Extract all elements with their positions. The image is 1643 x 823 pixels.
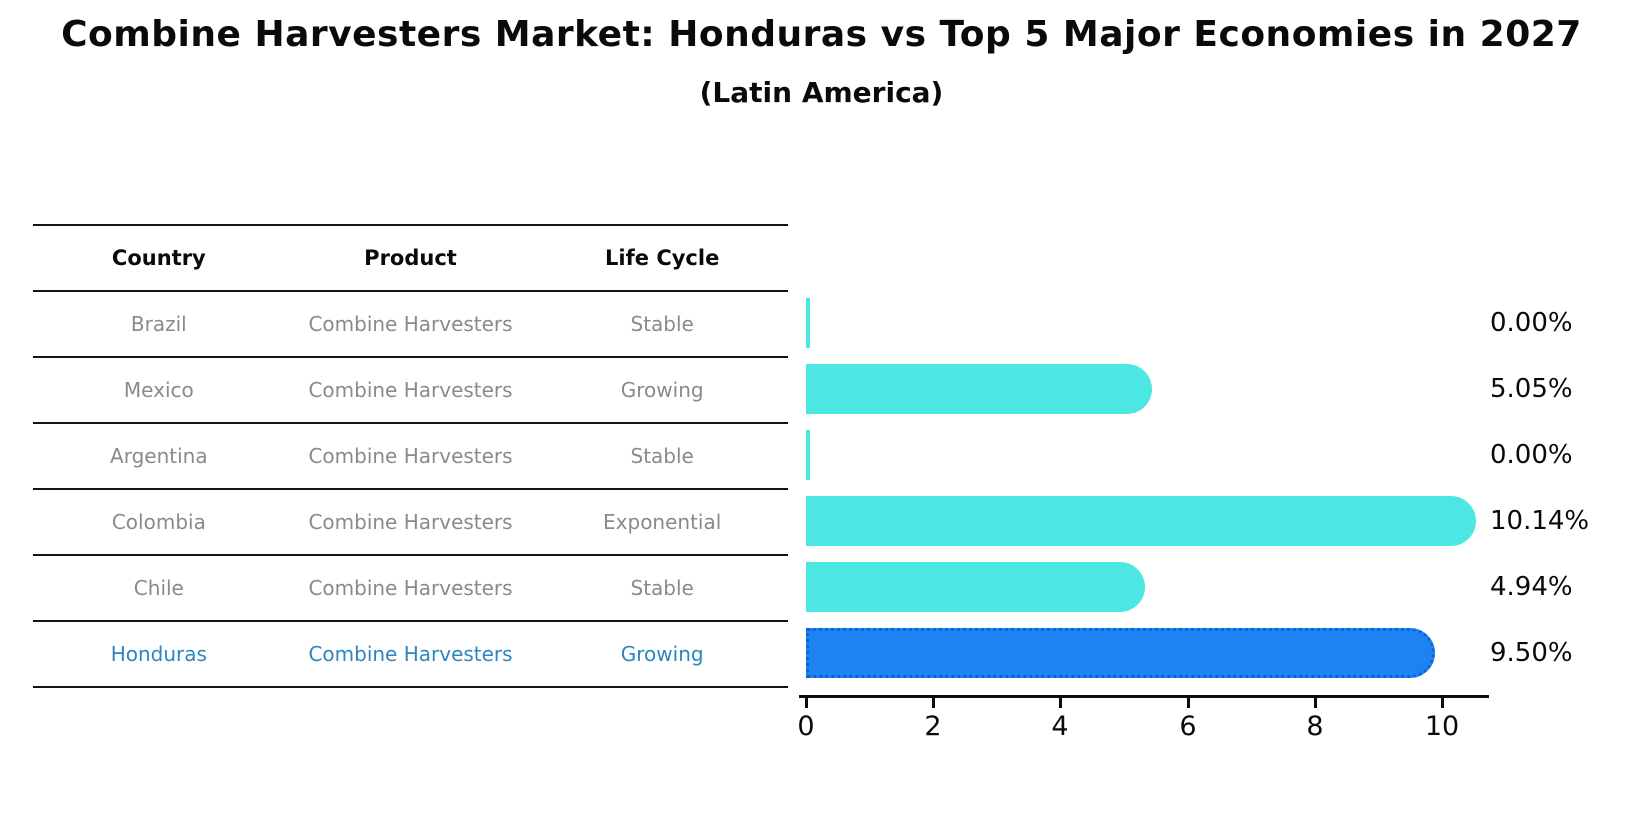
- x-tick-label: 6: [1179, 711, 1197, 742]
- cell-lifecycle: Exponential: [603, 510, 722, 534]
- bar-brazil: [806, 298, 810, 348]
- cell-product: Combine Harvesters: [308, 312, 513, 336]
- x-tick-label: 8: [1306, 711, 1324, 742]
- cell-country: Honduras: [110, 642, 207, 666]
- column-header-product: Product: [364, 246, 457, 270]
- cell-lifecycle: Growing: [620, 378, 704, 402]
- cell-product: Combine Harvesters: [308, 576, 513, 600]
- x-tick-label: 0: [797, 711, 815, 742]
- info-table: Country Product Life Cycle Brazil Combin…: [33, 224, 788, 688]
- cell-product: Combine Harvesters: [308, 510, 513, 534]
- chart-title: Combine Harvesters Market: Honduras vs T…: [61, 14, 1582, 55]
- cell-product: Combine Harvesters: [308, 642, 513, 666]
- x-axis: 0 2 4 6 8 10: [797, 695, 1643, 750]
- value-label-brazil: 0.00%: [1490, 308, 1573, 338]
- value-label-colombia: 10.14%: [1490, 506, 1590, 536]
- value-label-argentina: 0.00%: [1490, 440, 1573, 470]
- cell-product: Combine Harvesters: [308, 444, 513, 468]
- value-label-chile: 4.94%: [1490, 572, 1573, 602]
- bar-honduras: [806, 628, 1435, 678]
- bar-row-colombia: 10.14%: [806, 488, 1643, 554]
- cell-lifecycle: Stable: [630, 312, 694, 336]
- table-row-mexico: Mexico Combine Harvesters Growing: [33, 358, 788, 424]
- x-tick-label: 10: [1424, 711, 1460, 742]
- table-row-brazil: Brazil Combine Harvesters Stable: [33, 292, 788, 358]
- bar-colombia: [806, 496, 1476, 546]
- table-row-colombia: Colombia Combine Harvesters Exponential: [33, 490, 788, 556]
- x-axis-line: [799, 695, 1489, 698]
- chart-subtitle: (Latin America): [699, 76, 944, 109]
- column-header-lifecycle: Life Cycle: [605, 246, 720, 270]
- bar-mexico: [806, 364, 1152, 414]
- bars-panel: 0.00% 5.05% 0.00% 10.14% 4.94% 9.50%: [806, 290, 1643, 686]
- cell-product: Combine Harvesters: [308, 378, 513, 402]
- tick-mark: [1441, 698, 1444, 708]
- cell-country: Colombia: [111, 510, 206, 534]
- bar-row-honduras: 9.50%: [806, 620, 1643, 686]
- cell-lifecycle: Stable: [630, 444, 694, 468]
- bar-argentina: [806, 430, 810, 480]
- x-tick-label: 4: [1051, 711, 1069, 742]
- bar-row-brazil: 0.00%: [806, 290, 1643, 356]
- value-label-honduras: 9.50%: [1490, 638, 1573, 668]
- cell-lifecycle: Growing: [620, 642, 704, 666]
- value-label-mexico: 5.05%: [1490, 374, 1573, 404]
- column-header-country: Country: [111, 246, 206, 270]
- tick-mark: [1059, 698, 1062, 708]
- table-row-honduras: Honduras Combine Harvesters Growing: [33, 622, 788, 688]
- tick-mark: [1187, 698, 1190, 708]
- table-row-chile: Chile Combine Harvesters Stable: [33, 556, 788, 622]
- table-row-argentina: Argentina Combine Harvesters Stable: [33, 424, 788, 490]
- cell-lifecycle: Stable: [630, 576, 694, 600]
- cell-country: Argentina: [110, 444, 208, 468]
- x-tick-label: 2: [924, 711, 942, 742]
- bar-row-mexico: 5.05%: [806, 356, 1643, 422]
- tick-mark: [932, 698, 935, 708]
- tick-mark: [1314, 698, 1317, 708]
- bar-chile: [806, 562, 1145, 612]
- cell-country: Chile: [133, 576, 184, 600]
- cell-country: Brazil: [130, 312, 187, 336]
- table-header-row: Country Product Life Cycle: [33, 226, 788, 292]
- bar-row-chile: 4.94%: [806, 554, 1643, 620]
- cell-country: Mexico: [123, 378, 194, 402]
- tick-mark: [805, 698, 808, 708]
- bar-row-argentina: 0.00%: [806, 422, 1643, 488]
